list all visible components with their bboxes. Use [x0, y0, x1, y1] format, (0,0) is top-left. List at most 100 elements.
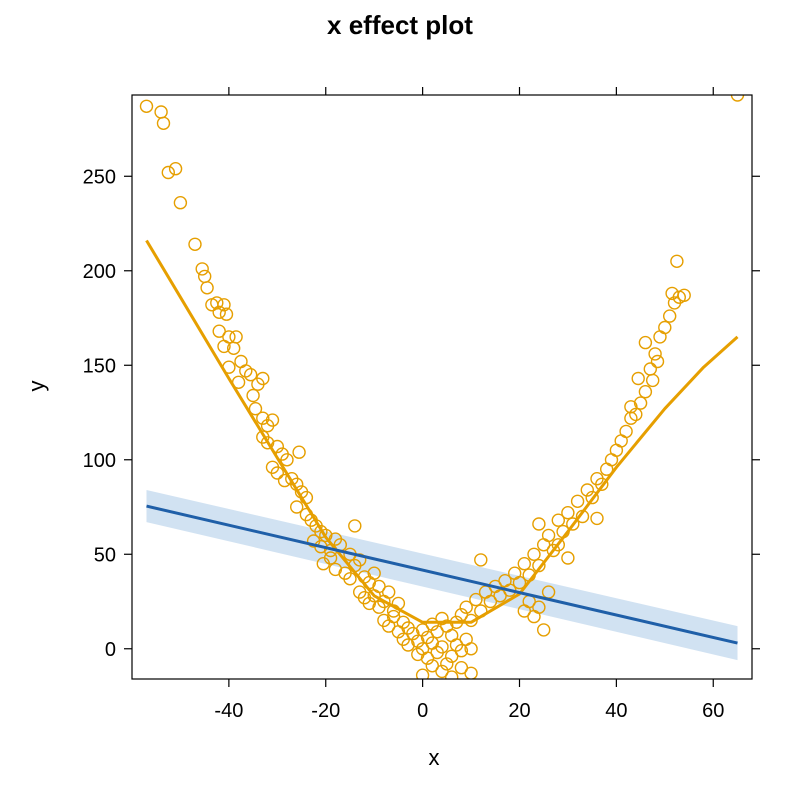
data-point	[270, 466, 284, 480]
data-point	[677, 288, 691, 302]
x-axis-label: x	[429, 745, 440, 770]
data-point	[590, 511, 604, 526]
y-tick-label: 150	[83, 355, 116, 377]
axes-layer: -40 -20 0 20 40 60 0 50 100 150 200 250	[83, 87, 760, 722]
y-tick-label: 100	[83, 450, 116, 472]
data-point	[730, 95, 745, 102]
data-point	[323, 551, 338, 565]
data-point	[493, 589, 507, 603]
data-point	[425, 617, 439, 631]
data-point	[222, 330, 236, 344]
data-point	[425, 659, 439, 673]
data-point	[367, 589, 381, 603]
data-point	[435, 611, 449, 626]
data-point	[406, 626, 420, 641]
data-point	[219, 307, 234, 321]
data-point	[512, 575, 527, 590]
data-point	[188, 237, 202, 252]
data-point	[415, 623, 430, 637]
data-point	[210, 296, 224, 310]
data-point	[658, 320, 672, 335]
data-point	[624, 400, 638, 414]
data-point	[474, 553, 488, 567]
data-point	[619, 424, 633, 439]
data-point	[670, 254, 684, 268]
data-point	[648, 347, 662, 361]
data-point	[541, 528, 556, 543]
data-point	[629, 407, 643, 422]
data-point	[643, 362, 657, 376]
data-point	[154, 105, 168, 119]
y-tick-label: 0	[105, 639, 116, 661]
data-point	[290, 500, 304, 514]
data-point	[464, 666, 478, 679]
data-point	[248, 402, 263, 416]
data-point	[532, 517, 546, 531]
data-point	[212, 305, 226, 319]
data-point	[561, 506, 575, 520]
linear-fit-line	[146, 504, 738, 645]
data-point	[197, 269, 212, 284]
data-point	[229, 330, 243, 344]
data-point	[580, 483, 594, 497]
plot-frame	[131, 94, 753, 680]
data-point	[243, 368, 258, 382]
x-tick-label: -40	[214, 700, 243, 722]
data-point	[292, 445, 306, 459]
data-point	[454, 644, 469, 658]
data-point	[663, 309, 677, 323]
y-axis-label: y	[24, 381, 49, 392]
data-point	[280, 453, 294, 467]
y-tick-label: 200	[83, 261, 116, 283]
data-point	[367, 566, 381, 580]
data-point	[532, 558, 546, 573]
data-point	[631, 371, 645, 386]
data-point	[256, 411, 270, 425]
data-point	[415, 668, 430, 679]
data-point	[256, 371, 270, 386]
smooth-fit-line	[145, 239, 739, 624]
data-point	[570, 494, 585, 508]
y-tick-label: 50	[94, 544, 116, 566]
data-point	[483, 594, 498, 609]
x-tick-label: -20	[311, 700, 340, 722]
data-point	[517, 557, 531, 571]
y-tick-label: 250	[83, 166, 116, 188]
data-point	[650, 354, 665, 369]
data-point	[195, 262, 209, 276]
data-point	[638, 335, 653, 350]
chart-title: x effect plot	[327, 10, 473, 40]
data-point	[646, 373, 660, 388]
data-point	[173, 195, 188, 210]
data-point	[527, 547, 541, 561]
data-point	[454, 608, 469, 622]
data-point	[161, 165, 176, 180]
data-point	[420, 651, 435, 665]
data-point	[348, 519, 362, 533]
data-point	[319, 528, 333, 543]
data-point	[212, 324, 226, 338]
data-point	[459, 600, 473, 614]
x-tick-label: 40	[605, 700, 627, 722]
data-point	[386, 609, 401, 624]
data-point	[551, 538, 565, 552]
scatter-points-layer	[139, 95, 745, 679]
data-point	[217, 298, 231, 312]
x-tick-label: 20	[508, 700, 530, 722]
data-point	[633, 396, 648, 410]
data-point	[435, 664, 449, 679]
x-tick-label: 0	[417, 700, 428, 722]
data-point	[653, 330, 667, 344]
data-point	[156, 116, 171, 131]
data-point	[200, 281, 214, 295]
data-point	[464, 642, 478, 656]
data-point	[445, 670, 459, 679]
data-point	[609, 443, 624, 457]
data-point	[595, 477, 609, 491]
data-point	[139, 99, 154, 114]
data-point	[435, 640, 449, 654]
fit-lines-layer	[145, 239, 739, 645]
data-point	[551, 513, 565, 527]
data-point	[234, 354, 248, 369]
